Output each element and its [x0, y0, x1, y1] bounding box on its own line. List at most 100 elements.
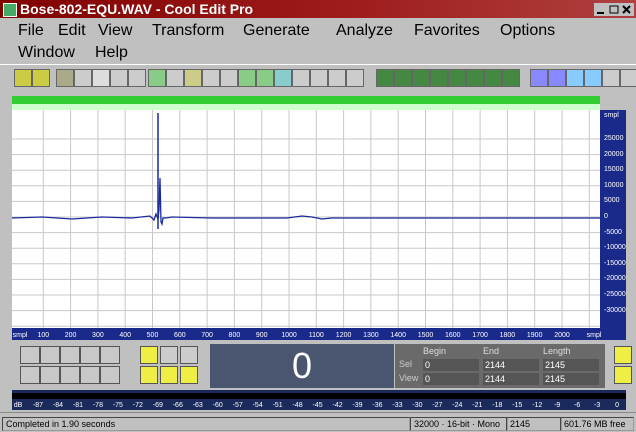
menu-item[interactable]: Window	[18, 44, 75, 61]
meter-label: -9	[554, 402, 561, 409]
selection-field: 2145	[543, 373, 599, 385]
zoom-button[interactable]	[180, 366, 198, 384]
toolbar-button[interactable]	[484, 69, 502, 87]
x-axis-label: 800	[228, 332, 241, 339]
transport-button[interactable]	[40, 346, 60, 364]
transport-button[interactable]	[100, 346, 120, 364]
toolbar-button[interactable]	[92, 69, 110, 87]
toolbar-button[interactable]	[14, 69, 32, 87]
waveform	[12, 177, 600, 227]
menu-item[interactable]: Edit	[58, 22, 86, 39]
x-axis-label: 500	[146, 332, 159, 339]
x-axis-label: smpl	[12, 332, 28, 339]
selection-row-label: View	[399, 373, 419, 383]
toolbar-button[interactable]	[584, 69, 602, 87]
title-bar: Bose-802-EQU.WAV - Cool Edit Pro	[0, 0, 636, 18]
toolbar-button[interactable]	[148, 69, 166, 87]
transport-button[interactable]	[20, 346, 40, 364]
status-format: 32000 · 16-bit · Mono	[410, 417, 508, 431]
toolbar-button[interactable]	[274, 69, 292, 87]
toolbar-button[interactable]	[566, 69, 584, 87]
toolbar-button[interactable]	[376, 69, 394, 87]
zoom-button[interactable]	[614, 346, 632, 364]
menu-item[interactable]: Generate	[243, 22, 310, 39]
selection-field: 0	[423, 373, 479, 385]
meter-label: -15	[512, 402, 523, 409]
toolbar-button[interactable]	[620, 69, 636, 87]
toolbar-button[interactable]	[292, 69, 310, 87]
menu-item[interactable]: Options	[500, 22, 556, 39]
zoom-button[interactable]	[160, 346, 178, 364]
toolbar-button[interactable]	[412, 69, 430, 87]
toolbar-button[interactable]	[238, 69, 256, 87]
toolbar-button[interactable]	[466, 69, 484, 87]
meter-label: -60	[212, 402, 223, 409]
toolbar-button[interactable]	[220, 69, 238, 87]
x-axis-label: 400	[119, 332, 132, 339]
toolbar-button[interactable]	[430, 69, 448, 87]
toolbar-button[interactable]	[166, 69, 184, 87]
level-meter-bar	[12, 393, 626, 399]
transport-button[interactable]	[20, 366, 40, 384]
toolbar-button[interactable]	[128, 69, 146, 87]
menu-item[interactable]: File	[18, 22, 44, 39]
selection-header: Length	[543, 346, 571, 356]
status-size: 2145	[506, 417, 562, 431]
x-axis-label: 300	[92, 332, 104, 339]
toolbar-button[interactable]	[346, 69, 364, 87]
meter-label: -66	[172, 402, 183, 409]
transport-button[interactable]	[60, 346, 80, 364]
transport-button[interactable]	[40, 366, 60, 384]
time-display: 0	[291, 345, 313, 386]
meter-label: -12	[532, 402, 543, 409]
x-axis-label: 1000	[281, 332, 297, 339]
toolbar-button[interactable]	[548, 69, 566, 87]
zoom-button[interactable]	[140, 366, 158, 384]
meter-label: -39	[352, 402, 363, 409]
toolbar-button[interactable]	[530, 69, 548, 87]
toolbar-button[interactable]	[74, 69, 92, 87]
toolbar-button[interactable]	[56, 69, 74, 87]
waveform-display	[12, 110, 600, 328]
transport-button[interactable]	[80, 366, 100, 384]
toolbar-button[interactable]	[310, 69, 328, 87]
menu-item[interactable]: Analyze	[336, 22, 393, 39]
toolbar-button[interactable]	[602, 69, 620, 87]
meter-label: -84	[52, 402, 64, 409]
meter-label: -87	[32, 402, 44, 409]
zoom-button[interactable]	[140, 346, 158, 364]
zoom-button[interactable]	[160, 366, 178, 384]
toolbar-button[interactable]	[394, 69, 412, 87]
menu-item[interactable]: View	[98, 22, 133, 39]
toolbar-button[interactable]	[32, 69, 50, 87]
toolbar-button[interactable]	[110, 69, 128, 87]
toolbar-button[interactable]	[184, 69, 202, 87]
meter-label: -21	[472, 402, 483, 409]
window-control-icons[interactable]	[594, 3, 634, 16]
y-axis-label: 25000	[604, 135, 624, 142]
transport-button[interactable]	[60, 366, 80, 384]
toolbar-button[interactable]	[502, 69, 520, 87]
toolbar-button[interactable]	[202, 69, 220, 87]
toolbar-button[interactable]	[328, 69, 346, 87]
toolbar-button[interactable]	[448, 69, 466, 87]
x-axis-label: 900	[255, 332, 268, 339]
window-controls[interactable]	[594, 3, 634, 16]
transport-button[interactable]	[100, 366, 120, 384]
x-axis-label: 100	[37, 332, 50, 339]
x-axis-label: 600	[173, 332, 186, 339]
selection-field: 2144	[483, 359, 539, 371]
zoom-button[interactable]	[614, 366, 632, 384]
selection-field: 0	[423, 359, 479, 371]
menu-item[interactable]: Favorites	[414, 22, 480, 39]
menu-item[interactable]: Help	[95, 44, 128, 61]
zoom-button[interactable]	[180, 346, 198, 364]
toolbar-button[interactable]	[256, 69, 274, 87]
transport-button[interactable]	[80, 346, 100, 364]
y-axis-label: 15000	[604, 166, 624, 174]
menu-item[interactable]: Transform	[152, 22, 225, 39]
status-free: 601.76 MB free	[560, 417, 634, 431]
selection-header: End	[483, 346, 500, 356]
x-axis-label: smpl	[586, 332, 602, 339]
